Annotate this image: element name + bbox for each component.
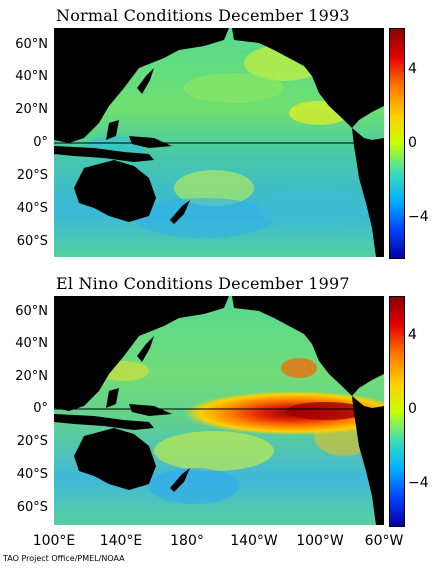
panel-2-title: El Nino Conditions December 1997 [56, 274, 350, 293]
colorbar-tick: −4 [408, 475, 429, 491]
el-nino-conditions-map [54, 296, 384, 525]
colorbar-1 [389, 28, 405, 259]
colorbar-tick: 4 [408, 61, 417, 77]
lat-label: 20°S [16, 168, 48, 183]
panel-1-title: Normal Conditions December 1993 [56, 6, 350, 25]
lon-label: 180° [170, 533, 204, 549]
land-australia [74, 160, 156, 222]
lat-label: 20°N [15, 102, 48, 117]
lat-label: 60°N [15, 37, 48, 52]
colorbar-2 [389, 296, 405, 527]
lat-label: 0° [33, 135, 48, 150]
lat-label: 20°N [15, 369, 48, 384]
colorbar-tick: 0 [408, 401, 417, 417]
land-asia [54, 28, 229, 143]
lat-label: 40°N [15, 69, 48, 84]
lon-label: 100°E [32, 533, 76, 549]
lat-label: 0° [33, 401, 48, 416]
lat-label: 40°N [15, 336, 48, 351]
lat-label: 60°N [15, 304, 48, 319]
lon-label: 60°W [364, 533, 404, 549]
land-north-america [232, 296, 384, 396]
lat-label: 20°S [16, 434, 48, 449]
land-asia [54, 296, 229, 411]
colorbar-tick: 0 [408, 135, 417, 151]
lon-label: 140°W [230, 533, 278, 549]
lon-label: 100°W [296, 533, 344, 549]
lat-label: 40°S [16, 201, 48, 216]
normal-conditions-map [54, 28, 384, 257]
lat-label: 40°S [16, 467, 48, 482]
lat-label: 60°S [16, 500, 48, 515]
colorbar-tick: 4 [408, 327, 417, 343]
lat-label: 60°S [16, 234, 48, 249]
credit-text: TAO Project Office/PMEL/NOAA [3, 554, 125, 563]
land-south-america [352, 396, 384, 525]
land-australia [74, 428, 156, 490]
land-south-america [352, 128, 384, 257]
lon-label: 140°E [99, 533, 143, 549]
colorbar-tick: −4 [408, 209, 429, 225]
el-nino-warm-anomaly [184, 391, 384, 435]
land-north-america [232, 28, 384, 128]
